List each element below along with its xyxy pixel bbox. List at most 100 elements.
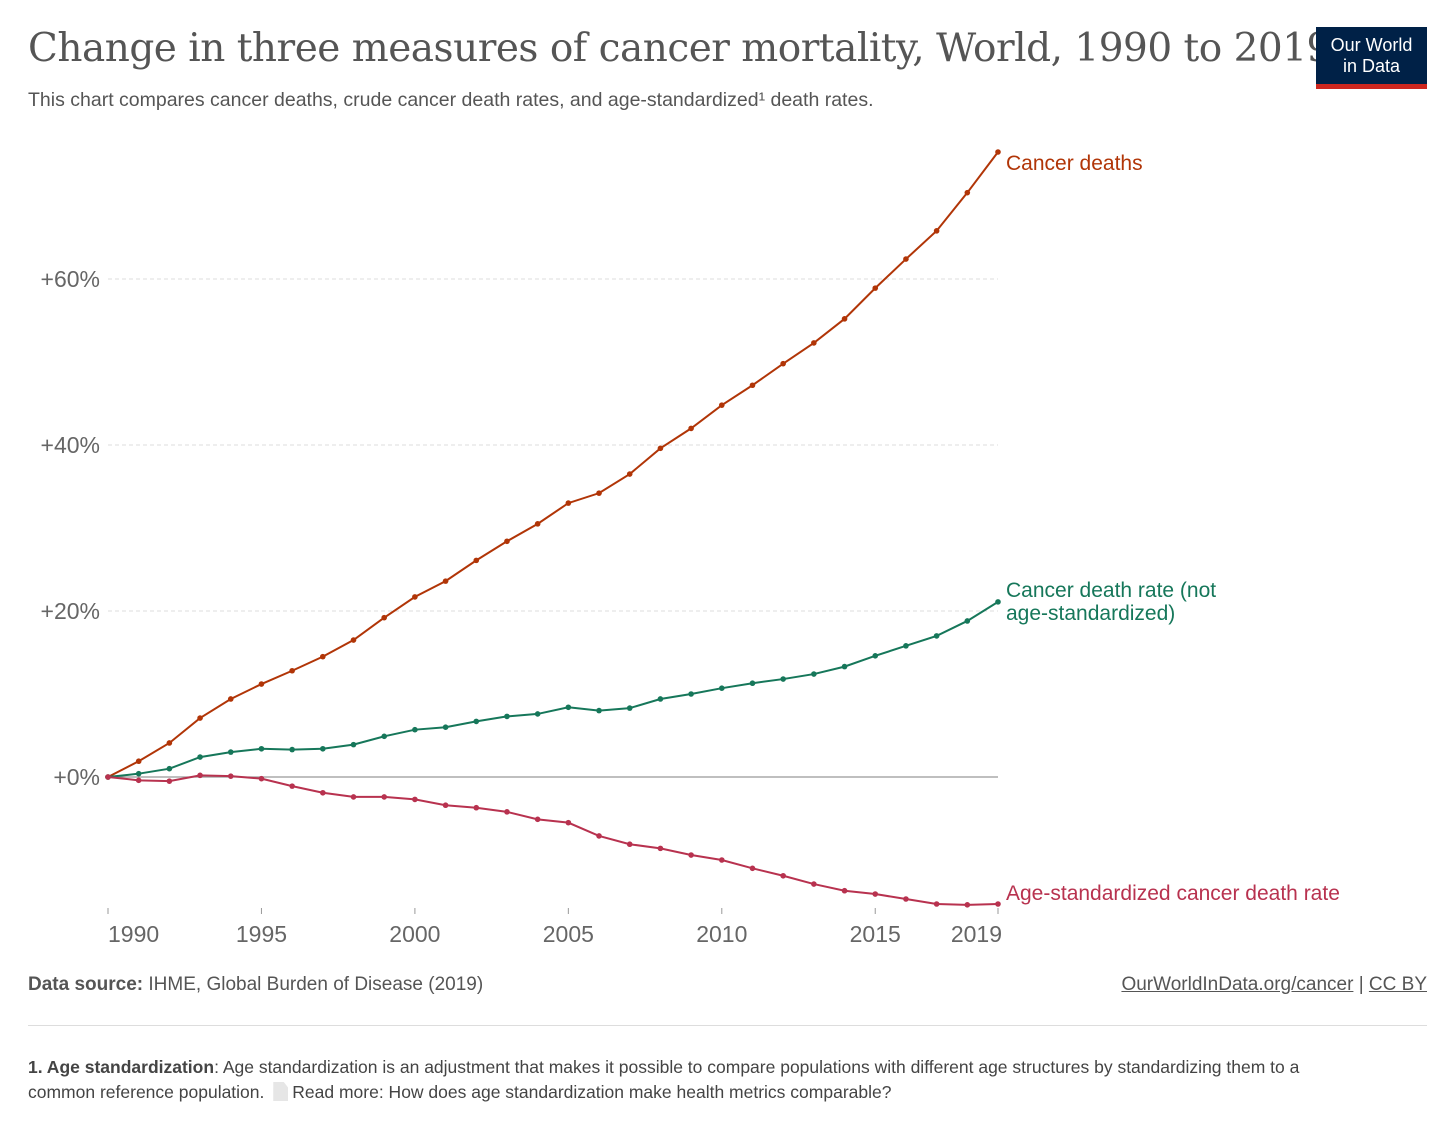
series-line	[107, 774, 999, 906]
data-point	[197, 754, 203, 760]
data-point	[227, 749, 234, 755]
data-point	[872, 285, 879, 291]
x-tick-label: 2005	[543, 921, 594, 947]
data-point	[688, 425, 694, 432]
data-point	[258, 775, 265, 782]
x-tick-label: 1995	[236, 921, 287, 947]
data-point	[412, 796, 418, 803]
data-point	[504, 538, 510, 545]
data-point	[442, 578, 449, 584]
data-point	[933, 228, 940, 234]
data-point	[565, 819, 572, 826]
data-point	[596, 490, 602, 496]
data-point	[903, 643, 909, 649]
x-tick-label: 2019	[951, 921, 1002, 947]
data-point	[657, 845, 664, 852]
data-point	[473, 557, 480, 564]
y-tick-label: +60%	[41, 266, 100, 292]
data-point	[749, 680, 756, 687]
data-point	[964, 902, 971, 908]
data-point	[872, 653, 879, 659]
y-tick-label: +40%	[41, 432, 100, 458]
y-tick-label: +0%	[53, 764, 100, 790]
data-point	[780, 676, 786, 682]
data-point	[811, 881, 817, 887]
data-point	[657, 445, 664, 452]
data-point	[995, 149, 1001, 155]
separator: |	[1353, 974, 1369, 995]
divider	[28, 1025, 1427, 1026]
data-point	[964, 618, 971, 624]
data-point	[350, 637, 357, 643]
data-point	[841, 663, 848, 670]
data-point	[995, 599, 1001, 605]
chart-subtitle: This chart compares cancer deaths, crude…	[28, 89, 873, 112]
data-point	[780, 360, 786, 367]
data-point	[626, 841, 633, 848]
data-point	[412, 594, 418, 600]
data-point	[135, 770, 142, 777]
data-point	[412, 726, 418, 733]
data-point	[718, 402, 725, 408]
series-label-age-standardized-rate: Age-standardized cancer death rate	[1006, 881, 1340, 905]
data-point	[166, 778, 173, 784]
data-point	[442, 802, 449, 809]
data-point	[504, 809, 510, 815]
data-point	[841, 316, 848, 322]
data-point	[258, 745, 265, 752]
data-point	[135, 777, 142, 784]
data-point	[534, 816, 541, 823]
data-point	[534, 711, 541, 717]
data-point	[534, 521, 541, 527]
source-link[interactable]: OurWorldInData.org/cancer	[1121, 974, 1354, 995]
data-point	[227, 696, 234, 702]
series-label-cancer-deaths: Cancer deaths	[1006, 152, 1143, 175]
logo-line2: in Data	[1342, 56, 1401, 76]
data-point	[320, 789, 326, 796]
source-label: Data source:	[28, 974, 144, 995]
footnote-label: 1. Age standardization	[28, 1057, 215, 1077]
read-more-link[interactable]: Read more: How does age standardization …	[292, 1082, 892, 1102]
data-point	[227, 773, 234, 779]
data-point	[473, 804, 480, 811]
source-text: IHME, Global Burden of Disease (2019)	[143, 974, 484, 995]
data-point	[718, 685, 725, 691]
data-point	[504, 713, 510, 720]
data-point	[105, 774, 111, 780]
data-point	[995, 901, 1001, 907]
y-tick-label: +20%	[41, 598, 100, 624]
data-point	[964, 189, 971, 196]
data-point	[565, 500, 572, 506]
data-point	[320, 745, 326, 752]
data-point	[933, 633, 940, 639]
data-point	[289, 783, 295, 789]
data-point	[350, 741, 357, 748]
series-line	[107, 601, 999, 778]
data-point	[749, 865, 756, 872]
data-point	[596, 833, 602, 839]
data-point	[688, 852, 694, 858]
data-point	[811, 340, 817, 346]
license-link[interactable]: CC BY	[1368, 974, 1427, 995]
subtitle-text: This chart compares cancer deaths, crude…	[28, 89, 759, 111]
owid-logo[interactable]: Our World in Data	[1316, 27, 1427, 89]
line-chart: +0% +20% +40% +60% 1990 1995 2000 2005 2010 2015 2…	[41, 149, 1002, 947]
x-tick-label: 2000	[389, 921, 440, 947]
data-point	[903, 896, 909, 902]
data-point	[350, 794, 357, 800]
footnote-marker: ¹	[758, 89, 766, 111]
data-point	[197, 772, 203, 779]
data-point	[166, 740, 173, 746]
footer-links: OurWorldInData.org/cancer | CC BY	[1121, 974, 1427, 996]
data-point	[565, 704, 572, 711]
data-point	[197, 715, 203, 721]
data-point	[289, 667, 295, 674]
data-point	[872, 891, 879, 897]
logo-line1: Our World	[1330, 35, 1413, 55]
data-point	[688, 691, 694, 697]
data-point	[718, 857, 725, 863]
data-point	[811, 671, 817, 677]
x-tick-label: 2010	[696, 921, 747, 947]
data-point	[442, 724, 449, 730]
footnote: 1. Age standardization: Age standardizat…	[28, 1055, 1328, 1105]
